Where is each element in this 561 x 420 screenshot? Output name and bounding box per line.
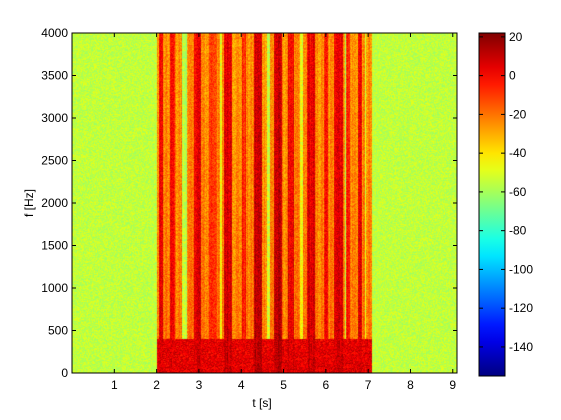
colorbar-tick-label: -100 (509, 262, 533, 276)
y-tick-label: 4000 (41, 26, 68, 40)
y-tick-label: 1000 (41, 281, 68, 295)
colorbar: 20 0 -20 -40 -60 -80 -100 -120 -140 (478, 30, 533, 377)
spectrogram-heatmap (72, 33, 457, 373)
y-tick-label: 3000 (41, 111, 68, 125)
colorbar-ticks: 20 0 -20 -40 -60 -80 -100 -120 -140 (479, 30, 533, 354)
y-tick-label: 3500 (41, 69, 68, 83)
colorbar-frame (478, 32, 506, 377)
colorbar-tick-label: -120 (509, 301, 533, 315)
x-tick-label: 7 (365, 378, 372, 392)
colorbar-tick-label: -20 (509, 107, 527, 121)
x-tick-label: 3 (196, 378, 203, 392)
x-tick-label: 5 (280, 378, 287, 392)
y-axis-ticks: 0 500 1000 1500 2000 2500 3000 3500 4000 (41, 26, 457, 380)
spectrogram-plot-area: 1 2 3 4 5 6 7 8 9 0 500 1000 1500 2000 2500 3000 3500 40… (22, 26, 458, 410)
x-tick-label: 8 (407, 378, 414, 392)
y-tick-label: 0 (61, 366, 68, 380)
x-tick-label: 6 (323, 378, 330, 392)
colorbar-gradient (479, 33, 505, 376)
colorbar-tick-label: -60 (509, 185, 527, 199)
colorbar-tick-label: 0 (509, 69, 516, 83)
colorbar-tick-label: 20 (509, 30, 523, 44)
x-axis-label: t [s] (252, 396, 271, 410)
y-tick-label: 1500 (41, 239, 68, 253)
y-tick-label: 2500 (41, 154, 68, 168)
x-tick-label: 4 (238, 378, 245, 392)
colorbar-tick-label: -80 (509, 224, 527, 238)
colorbar-tick-label: -140 (509, 340, 533, 354)
x-axis-ticks: 1 2 3 4 5 6 7 8 9 (111, 33, 456, 392)
colorbar-tick-label: -40 (509, 146, 527, 160)
x-tick-label: 9 (449, 378, 456, 392)
x-tick-label: 1 (111, 378, 118, 392)
y-tick-label: 500 (48, 324, 68, 338)
x-tick-label: 2 (153, 378, 160, 392)
y-tick-label: 2000 (41, 196, 68, 210)
y-axis-label: f [Hz] (22, 189, 36, 217)
